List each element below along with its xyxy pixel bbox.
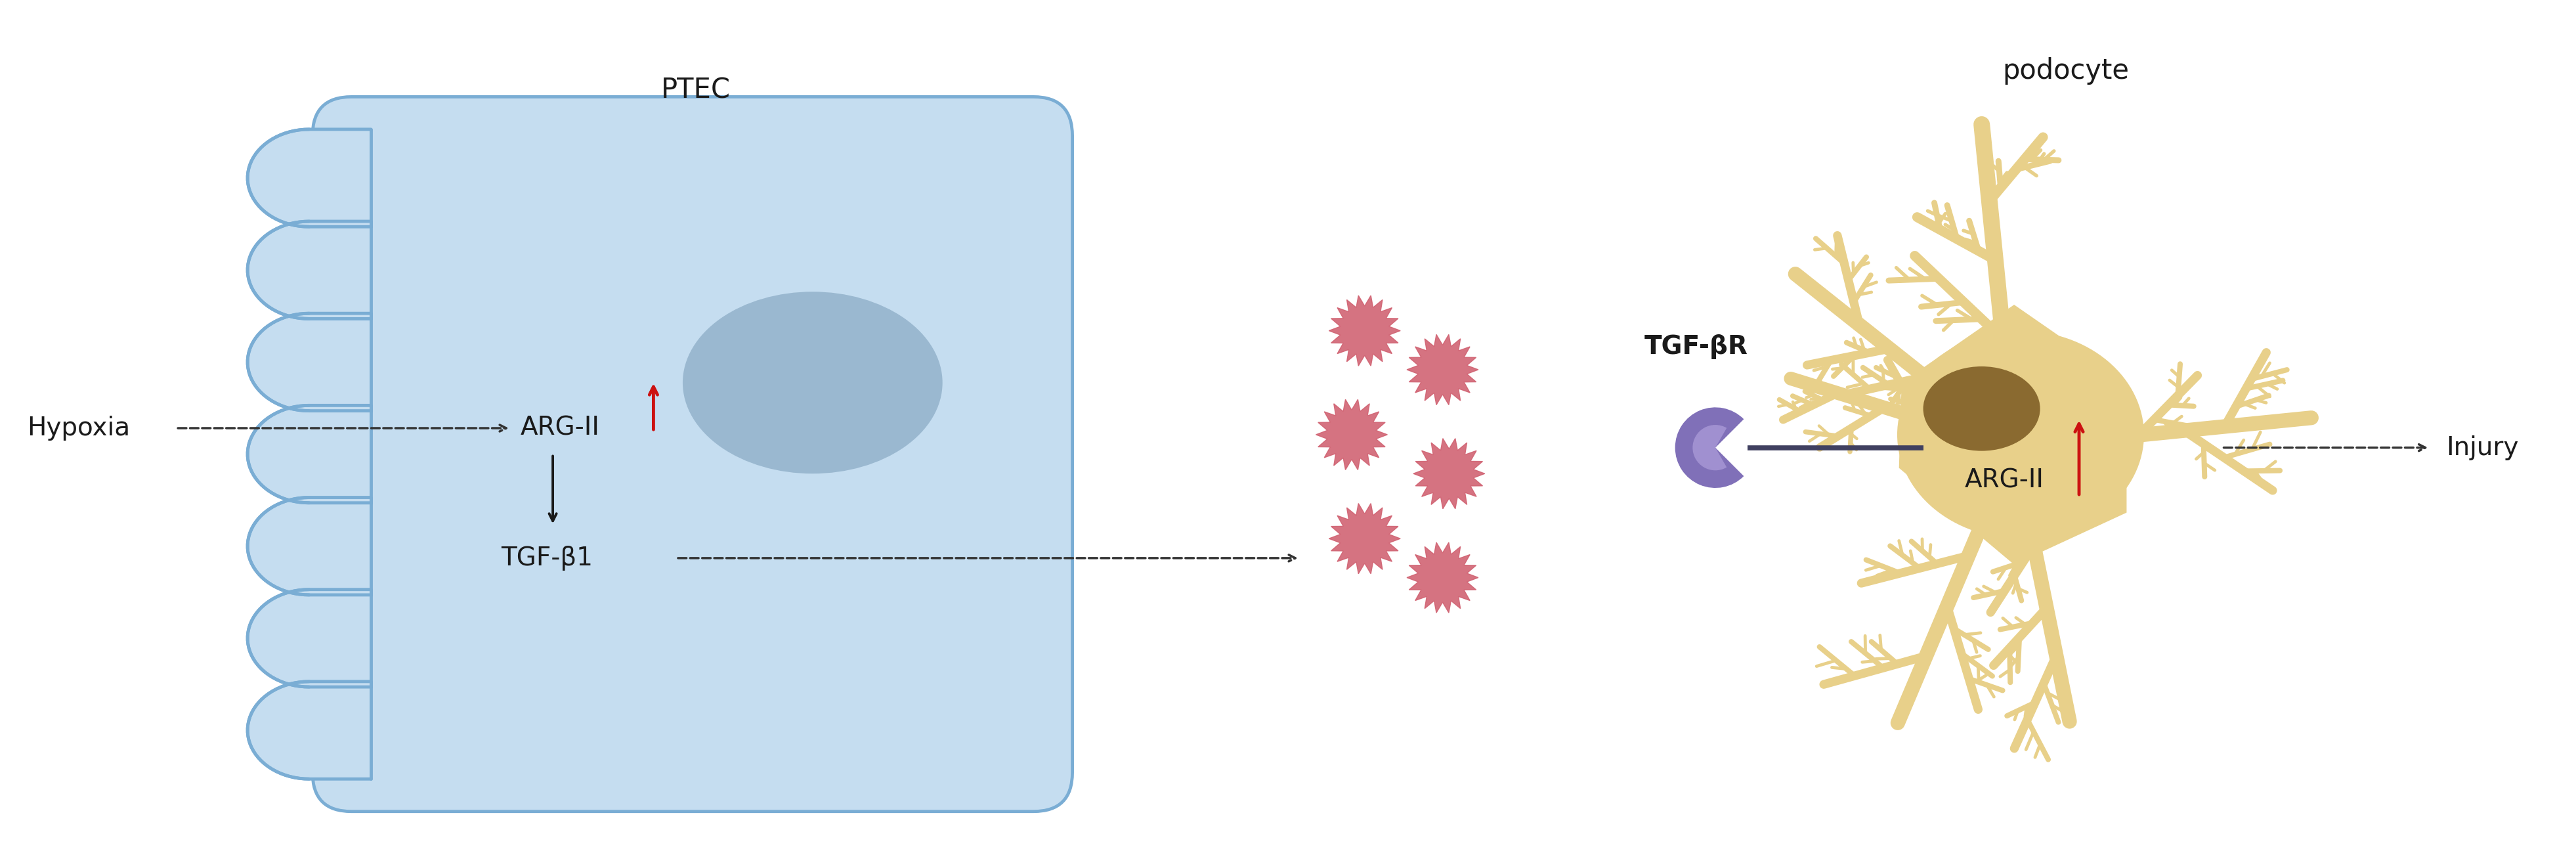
Text: TGF-βR: TGF-βR xyxy=(1643,334,1747,359)
Polygon shape xyxy=(1329,296,1401,366)
Polygon shape xyxy=(1406,542,1479,613)
FancyBboxPatch shape xyxy=(312,97,1072,811)
Polygon shape xyxy=(247,681,371,779)
Polygon shape xyxy=(1329,504,1401,574)
Polygon shape xyxy=(247,314,371,410)
Polygon shape xyxy=(247,405,371,503)
Text: ARG-II: ARG-II xyxy=(520,416,600,440)
Wedge shape xyxy=(1674,407,1744,488)
Polygon shape xyxy=(1316,399,1388,470)
Polygon shape xyxy=(1414,439,1484,509)
Polygon shape xyxy=(247,498,371,595)
Text: PTEC: PTEC xyxy=(662,77,732,104)
Text: TGF-β1: TGF-β1 xyxy=(500,545,592,570)
Text: Hypoxia: Hypoxia xyxy=(26,416,129,440)
Ellipse shape xyxy=(1924,367,2040,451)
Polygon shape xyxy=(1406,334,1479,405)
Polygon shape xyxy=(247,129,371,227)
Polygon shape xyxy=(247,221,371,319)
Text: podocyte: podocyte xyxy=(2002,57,2130,85)
Ellipse shape xyxy=(1896,331,2143,539)
Polygon shape xyxy=(247,589,371,687)
Polygon shape xyxy=(1899,304,2128,564)
Wedge shape xyxy=(1692,425,1726,470)
Ellipse shape xyxy=(683,292,943,474)
Text: Injury: Injury xyxy=(2447,435,2519,460)
Text: ARG-II: ARG-II xyxy=(1965,468,2045,492)
